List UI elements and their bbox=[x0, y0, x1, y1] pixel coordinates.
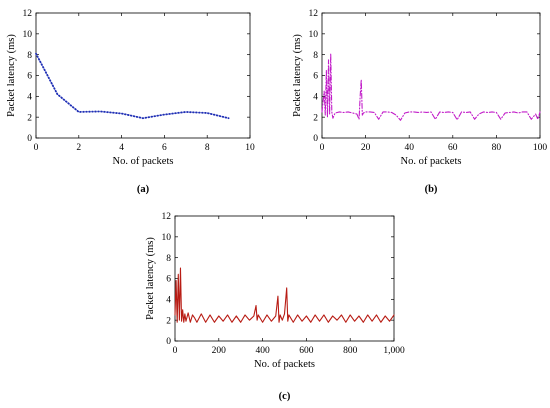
x-tick-label: 40 bbox=[404, 143, 414, 153]
x-tick-label: 4 bbox=[119, 143, 124, 153]
x-tick-label: 2 bbox=[76, 143, 81, 153]
y-tick-label: 10 bbox=[162, 233, 172, 243]
x-tick-label: 400 bbox=[255, 346, 270, 356]
y-tick-label: 4 bbox=[27, 93, 32, 103]
y-tick-label: 0 bbox=[27, 134, 32, 144]
panel-caption: (a) bbox=[137, 184, 150, 195]
x-tick-label: 60 bbox=[448, 143, 458, 153]
panel-caption: (b) bbox=[425, 184, 438, 195]
y-tick-label: 6 bbox=[313, 72, 318, 82]
y-tick-label: 10 bbox=[309, 30, 319, 40]
y-tick-label: 8 bbox=[166, 254, 171, 264]
x-tick-label: 0 bbox=[320, 143, 325, 153]
x-tick-label: 6 bbox=[162, 143, 167, 153]
series-line bbox=[35, 52, 230, 120]
x-axis-label: No. of packets bbox=[401, 156, 462, 167]
x-axis-label: No. of packets bbox=[254, 359, 315, 370]
y-tick-label: 2 bbox=[27, 113, 32, 123]
x-tick-label: 10 bbox=[245, 143, 255, 153]
x-axis-label: No. of packets bbox=[113, 156, 174, 167]
plot-frame bbox=[321, 12, 541, 139]
x-tick-label: 20 bbox=[361, 143, 371, 153]
y-tick-label: 4 bbox=[166, 296, 171, 306]
x-tick-label: 600 bbox=[299, 346, 314, 356]
y-tick-label: 0 bbox=[313, 134, 318, 144]
x-tick-label: 800 bbox=[343, 346, 358, 356]
chart-panel-3: 0 200 400 600 800 1,000 0 2 4 6 8 10 12 No. of packet… bbox=[145, 212, 405, 402]
panel-caption: (c) bbox=[279, 391, 291, 402]
y-axis-label: Packet latency (ms) bbox=[6, 34, 17, 117]
x-tick-label: 8 bbox=[205, 143, 210, 153]
series-line bbox=[321, 53, 541, 121]
y-tick-label: 0 bbox=[166, 337, 171, 347]
plot-frame bbox=[35, 12, 251, 139]
y-tick-label: 2 bbox=[166, 316, 171, 326]
y-tick-label: 8 bbox=[27, 51, 32, 61]
plot-frame bbox=[174, 215, 395, 342]
y-tick-label: 12 bbox=[309, 9, 319, 19]
series-line bbox=[174, 267, 395, 323]
y-tick-label: 10 bbox=[23, 30, 33, 40]
x-tick-label: 1,000 bbox=[383, 346, 405, 356]
y-tick-label: 2 bbox=[313, 113, 318, 123]
x-tick-label: 100 bbox=[533, 143, 548, 153]
chart-panel-1: 0 2 4 6 8 10 0 2 4 6 8 10 12 No. of packets Packet lat… bbox=[6, 9, 255, 195]
y-axis-label: Packet latency (ms) bbox=[145, 237, 156, 320]
y-tick-label: 6 bbox=[166, 275, 171, 285]
y-tick-label: 12 bbox=[162, 212, 172, 222]
x-tick-label: 0 bbox=[34, 143, 39, 153]
x-tick-label: 200 bbox=[212, 346, 227, 356]
y-tick-label: 4 bbox=[313, 93, 318, 103]
x-tick-label: 0 bbox=[173, 346, 178, 356]
y-axis-label: Packet latency (ms) bbox=[292, 34, 303, 117]
chart-panel-2: 0 20 40 60 80 100 0 2 4 6 8 10 12 No. of packets Packe… bbox=[292, 9, 547, 195]
y-tick-label: 6 bbox=[27, 72, 32, 82]
y-tick-label: 12 bbox=[23, 9, 33, 19]
y-tick-label: 8 bbox=[313, 51, 318, 61]
x-tick-label: 80 bbox=[492, 143, 502, 153]
